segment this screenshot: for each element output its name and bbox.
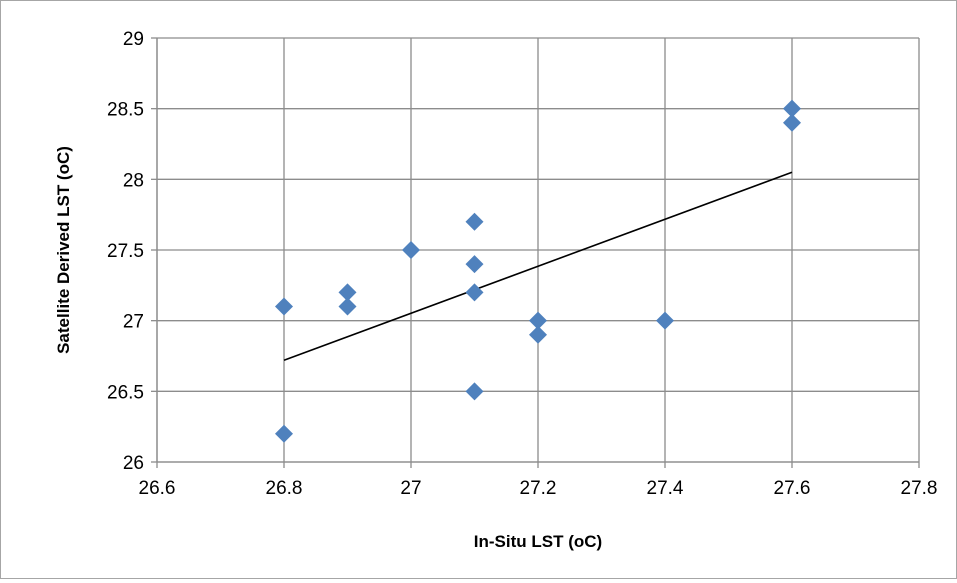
data-points — [275, 99, 801, 443]
data-point — [402, 241, 420, 259]
x-tick-label: 26.6 — [139, 478, 176, 499]
linear-trendline — [283, 171, 793, 361]
x-tick-label: 27.4 — [647, 478, 684, 499]
data-point — [656, 311, 674, 330]
data-point — [275, 297, 293, 316]
trendline-layer — [283, 171, 793, 361]
y-tick-label: 26 — [123, 453, 144, 474]
data-point — [338, 283, 357, 302]
y-tick-label: 27.5 — [107, 241, 144, 262]
x-tick-label: 26.8 — [266, 478, 303, 499]
y-tick-label: 27 — [123, 312, 144, 333]
y-tick-label: 28.5 — [107, 100, 144, 121]
data-point — [783, 113, 801, 132]
data-point — [529, 325, 547, 344]
data-point — [783, 99, 801, 118]
data-point — [338, 297, 357, 316]
y-tick-label: 26.5 — [107, 382, 144, 403]
y-tick-label: 29 — [123, 29, 144, 50]
y-tick-label: 28 — [123, 170, 144, 191]
x-tick-label: 27 — [400, 478, 421, 499]
x-tick-label: 27.2 — [520, 478, 557, 499]
tick-labels: 26 26.5 27 27.5 28 28.5 29 26.6 26.8 27 27.2 27.4 27… — [107, 29, 937, 499]
gridlines — [156, 37, 920, 463]
data-point — [465, 283, 484, 302]
y-axis-title: Satellite Derived LST (oC) — [54, 146, 73, 354]
data-point — [465, 212, 484, 231]
x-tick-label: 27.8 — [901, 478, 938, 499]
x-tick-label: 27.6 — [774, 478, 811, 499]
data-point — [465, 255, 484, 274]
data-point — [529, 311, 547, 330]
axes — [151, 37, 920, 468]
data-point — [465, 382, 484, 401]
data-point — [275, 424, 293, 443]
x-axis-title: In-Situ LST (oC) — [474, 532, 602, 551]
